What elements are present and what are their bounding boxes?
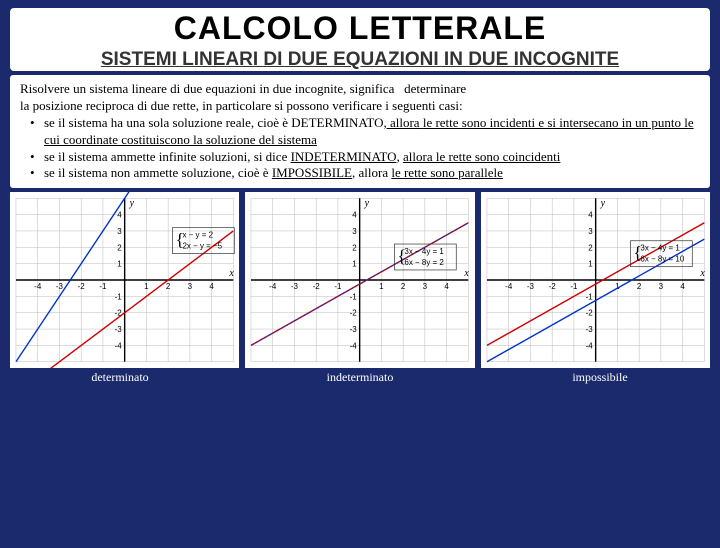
svg-text:6x − 8y = 10: 6x − 8y = 10 xyxy=(640,255,684,264)
bullet-1: se il sistema ha una sola soluzione real… xyxy=(34,115,700,149)
chart-determinato: -4-3-2-11234-4-3-2-11234xy{x − y = 22x −… xyxy=(10,192,239,368)
svg-text:4: 4 xyxy=(117,211,122,220)
svg-text:3: 3 xyxy=(423,282,428,291)
svg-text:2: 2 xyxy=(166,282,171,291)
svg-text:-3: -3 xyxy=(56,282,64,291)
svg-text:x: x xyxy=(699,268,705,279)
svg-text:y: y xyxy=(364,199,370,210)
svg-text:2x − y = −5: 2x − y = −5 xyxy=(182,242,222,251)
svg-text:-1: -1 xyxy=(350,293,358,302)
intro-line-1: Risolvere un sistema lineare di due equa… xyxy=(20,81,700,98)
charts-row: -4-3-2-11234-4-3-2-11234xy{x − y = 22x −… xyxy=(10,192,710,368)
svg-text:4: 4 xyxy=(445,282,450,291)
svg-text:-1: -1 xyxy=(115,293,123,302)
svg-text:y: y xyxy=(129,199,135,210)
chart-impossibile: -4-3-2-11234-4-3-2-11234xy{3x − 4y = 16x… xyxy=(481,192,710,368)
svg-text:-4: -4 xyxy=(34,282,42,291)
caption-determinato: determinato xyxy=(0,370,240,385)
caption-impossibile: impossibile xyxy=(480,370,720,385)
main-title: CALCOLO LETTERALE xyxy=(10,10,710,47)
svg-text:3: 3 xyxy=(588,227,593,236)
svg-text:4: 4 xyxy=(588,211,593,220)
title-box: CALCOLO LETTERALE SISTEMI LINEARI DI DUE… xyxy=(10,8,710,71)
svg-text:6x − 8y = 2: 6x − 8y = 2 xyxy=(405,258,445,267)
bullet-3: se il sistema non ammette soluzione, cio… xyxy=(34,165,700,182)
svg-text:-4: -4 xyxy=(270,282,278,291)
svg-text:1: 1 xyxy=(144,282,149,291)
svg-text:x: x xyxy=(464,268,470,279)
svg-text:-3: -3 xyxy=(291,282,299,291)
svg-text:-3: -3 xyxy=(115,325,123,334)
svg-text:-3: -3 xyxy=(350,325,358,334)
svg-text:-3: -3 xyxy=(585,325,593,334)
svg-text:4: 4 xyxy=(680,282,685,291)
svg-text:4: 4 xyxy=(209,282,214,291)
bullet-2: se il sistema ammette infinite soluzioni… xyxy=(34,149,700,166)
svg-text:1: 1 xyxy=(117,260,122,269)
svg-text:-3: -3 xyxy=(527,282,535,291)
svg-text:-4: -4 xyxy=(350,342,358,351)
svg-text:3: 3 xyxy=(353,227,358,236)
svg-text:2: 2 xyxy=(401,282,406,291)
body-text: Risolvere un sistema lineare di due equa… xyxy=(10,75,710,188)
svg-text:3x − 4y = 1: 3x − 4y = 1 xyxy=(640,244,680,253)
svg-text:-1: -1 xyxy=(335,282,343,291)
svg-text:-1: -1 xyxy=(585,293,593,302)
svg-text:3: 3 xyxy=(658,282,663,291)
subtitle: SISTEMI LINEARI DI DUE EQUAZIONI IN DUE … xyxy=(10,49,710,71)
intro-line-2: la posizione reciproca di due rette, in … xyxy=(20,98,700,115)
svg-text:-2: -2 xyxy=(115,309,123,318)
svg-text:-4: -4 xyxy=(505,282,513,291)
svg-text:1: 1 xyxy=(380,282,385,291)
svg-text:-2: -2 xyxy=(313,282,321,291)
svg-text:-2: -2 xyxy=(548,282,556,291)
svg-text:-4: -4 xyxy=(585,342,593,351)
svg-text:3x − 4y = 1: 3x − 4y = 1 xyxy=(405,247,445,256)
svg-text:y: y xyxy=(599,199,605,210)
svg-text:x − y = 2: x − y = 2 xyxy=(182,231,213,240)
svg-text:3: 3 xyxy=(188,282,193,291)
chart-indeterminato: -4-3-2-11234-4-3-2-11234xy{3x − 4y = 16x… xyxy=(245,192,474,368)
svg-text:1: 1 xyxy=(588,260,593,269)
svg-text:1: 1 xyxy=(353,260,358,269)
svg-text:4: 4 xyxy=(353,211,358,220)
svg-text:2: 2 xyxy=(637,282,642,291)
svg-text:3: 3 xyxy=(117,227,122,236)
captions-row: determinato indeterminato impossibile xyxy=(0,370,720,385)
svg-text:2: 2 xyxy=(117,244,122,253)
svg-text:2: 2 xyxy=(353,244,358,253)
svg-text:-2: -2 xyxy=(585,309,593,318)
svg-text:-4: -4 xyxy=(115,342,123,351)
svg-text:-2: -2 xyxy=(350,309,358,318)
caption-indeterminato: indeterminato xyxy=(240,370,480,385)
svg-text:2: 2 xyxy=(588,244,593,253)
svg-text:-1: -1 xyxy=(99,282,107,291)
svg-text:x: x xyxy=(228,268,234,279)
svg-text:-2: -2 xyxy=(78,282,86,291)
svg-text:-1: -1 xyxy=(570,282,578,291)
